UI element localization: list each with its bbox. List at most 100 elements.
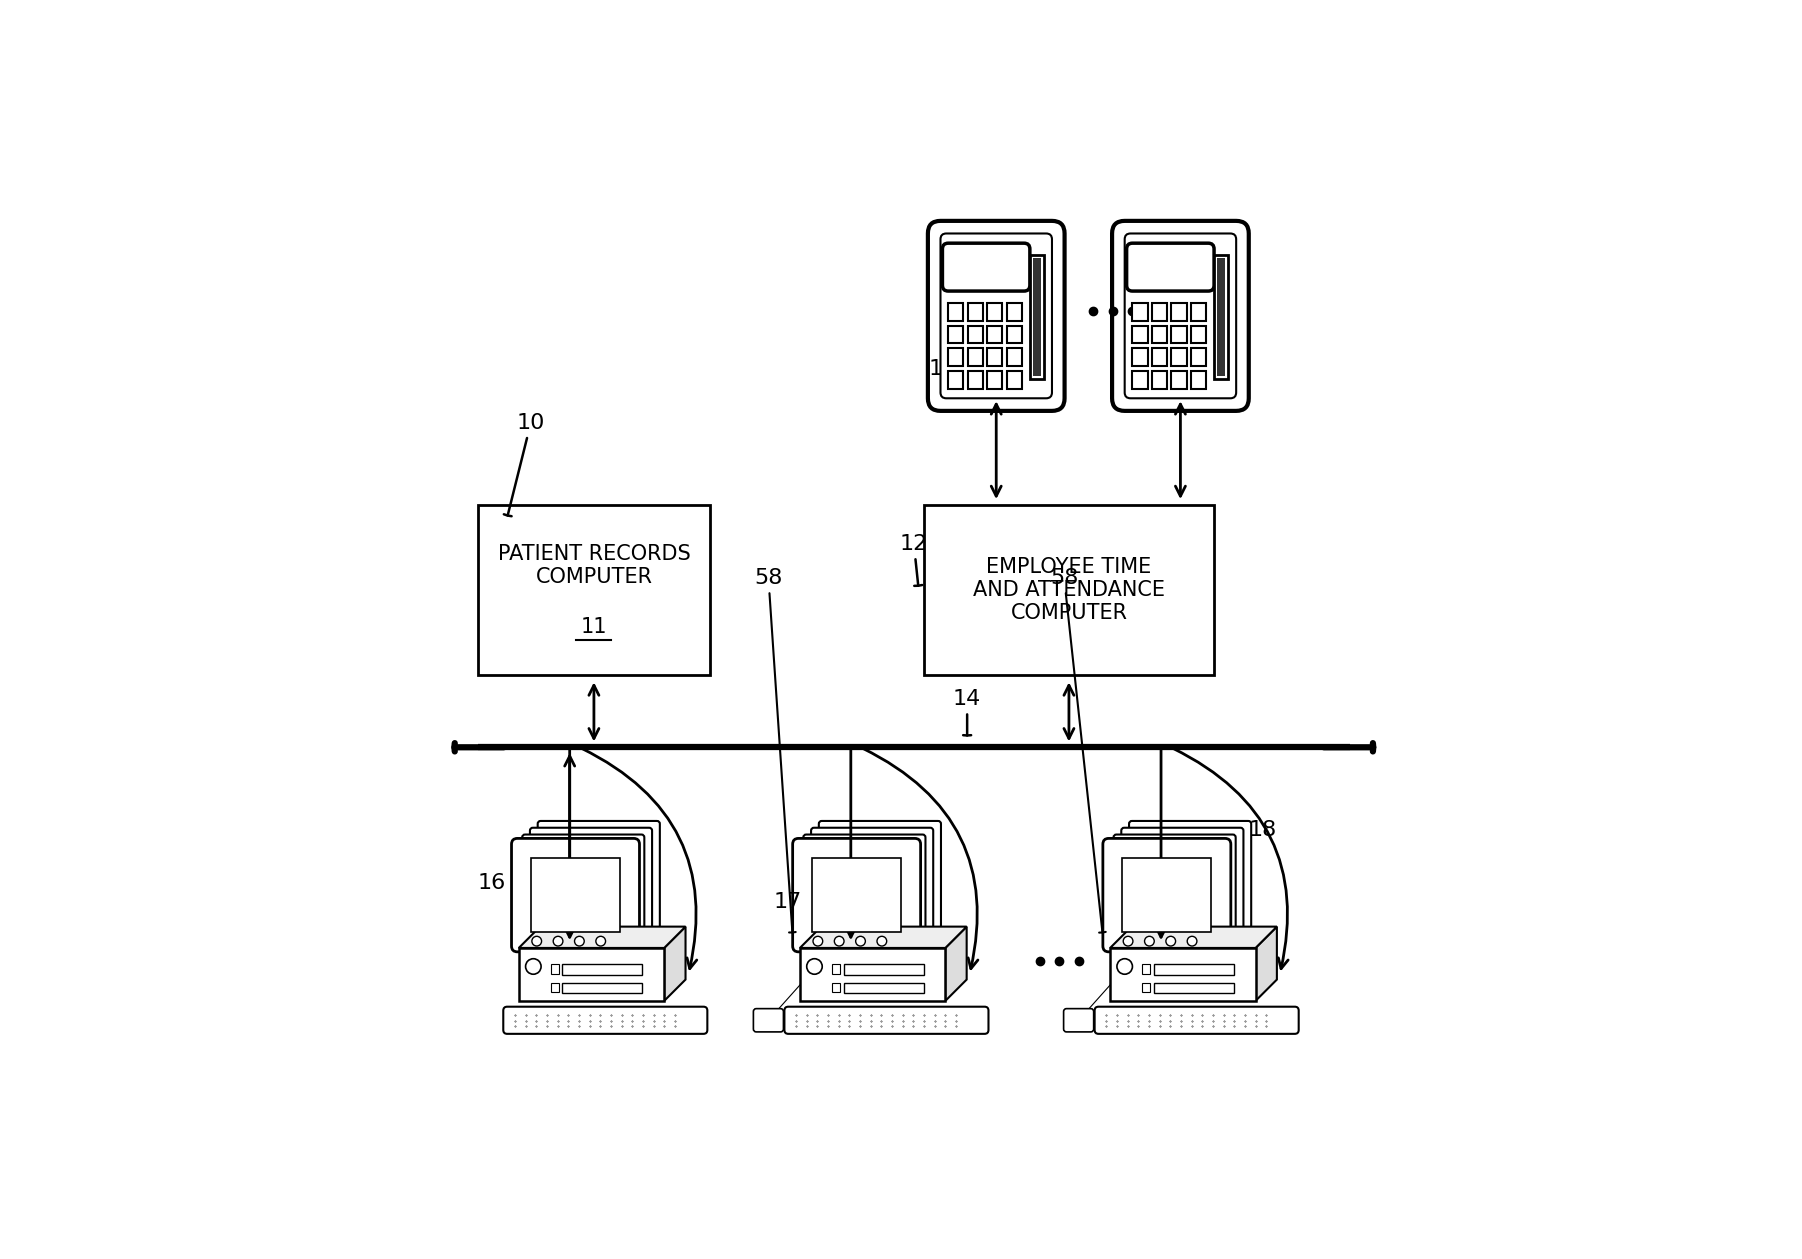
Bar (557, 946, 573, 958)
Circle shape (856, 937, 865, 946)
Bar (838, 946, 854, 958)
Bar (1151, 349, 1168, 366)
Bar (1191, 371, 1206, 389)
Bar (562, 964, 642, 974)
Text: 17: 17 (773, 893, 802, 913)
Polygon shape (1256, 927, 1278, 1001)
Bar (1191, 303, 1206, 321)
Bar (948, 303, 964, 321)
FancyBboxPatch shape (503, 1007, 708, 1034)
FancyBboxPatch shape (1126, 243, 1215, 291)
Bar (1148, 946, 1164, 958)
Text: 19: 19 (1123, 359, 1159, 389)
FancyBboxPatch shape (523, 835, 645, 942)
FancyBboxPatch shape (1121, 827, 1243, 935)
Circle shape (1117, 958, 1132, 974)
Circle shape (553, 937, 562, 946)
Bar (968, 326, 982, 344)
FancyBboxPatch shape (804, 835, 926, 942)
Bar (948, 371, 964, 389)
FancyBboxPatch shape (512, 838, 640, 952)
Circle shape (807, 958, 822, 974)
FancyBboxPatch shape (818, 821, 941, 929)
Bar (562, 983, 642, 993)
Circle shape (813, 937, 824, 946)
Circle shape (1166, 937, 1175, 946)
Bar (1151, 371, 1168, 389)
Circle shape (878, 937, 887, 946)
Bar (1007, 371, 1022, 389)
Circle shape (596, 937, 605, 946)
Polygon shape (665, 927, 685, 1001)
FancyBboxPatch shape (942, 243, 1031, 291)
Bar (1007, 349, 1022, 366)
Text: 58: 58 (755, 568, 796, 933)
Bar (1142, 964, 1150, 974)
Bar (1215, 254, 1229, 379)
Bar (1007, 326, 1022, 344)
FancyBboxPatch shape (537, 821, 660, 929)
Bar (1151, 303, 1168, 321)
Text: 11: 11 (580, 617, 607, 637)
Bar (1142, 983, 1150, 992)
FancyBboxPatch shape (532, 857, 620, 933)
FancyBboxPatch shape (1130, 821, 1251, 929)
Bar (478, 505, 710, 675)
Bar (948, 326, 964, 344)
Bar (1191, 349, 1206, 366)
Bar (833, 964, 840, 974)
Bar (987, 326, 1002, 344)
Polygon shape (800, 927, 966, 948)
Text: 10: 10 (505, 413, 544, 516)
FancyBboxPatch shape (784, 1007, 989, 1034)
Bar (987, 303, 1002, 321)
Bar (1132, 371, 1148, 389)
Polygon shape (1110, 927, 1278, 948)
FancyBboxPatch shape (1114, 835, 1236, 942)
FancyBboxPatch shape (793, 838, 921, 952)
Bar (987, 371, 1002, 389)
FancyBboxPatch shape (753, 1008, 784, 1032)
Text: 19: 19 (928, 359, 973, 389)
Bar (968, 349, 982, 366)
FancyBboxPatch shape (1094, 1007, 1299, 1034)
Bar (1132, 326, 1148, 344)
Bar (519, 948, 665, 1001)
Bar (1007, 303, 1022, 321)
Bar (1153, 983, 1234, 993)
Text: 12: 12 (899, 534, 928, 585)
Bar (1132, 349, 1148, 366)
Bar (968, 371, 982, 389)
Circle shape (526, 958, 541, 974)
Bar (551, 983, 559, 992)
Polygon shape (946, 927, 966, 1001)
Text: 16: 16 (478, 872, 506, 893)
Bar (1153, 964, 1234, 974)
Bar (1151, 326, 1168, 344)
Bar (1216, 258, 1225, 375)
Circle shape (532, 937, 542, 946)
Bar (1171, 326, 1188, 344)
Bar (843, 964, 924, 974)
FancyBboxPatch shape (813, 857, 901, 933)
Bar (948, 349, 964, 366)
Bar (1191, 326, 1206, 344)
FancyBboxPatch shape (811, 827, 933, 935)
FancyBboxPatch shape (1124, 233, 1236, 398)
Bar (1033, 258, 1042, 375)
Bar (833, 983, 840, 992)
Bar (1171, 371, 1188, 389)
FancyBboxPatch shape (928, 220, 1065, 410)
Bar (1110, 948, 1256, 1001)
Bar (924, 505, 1215, 675)
Bar (1029, 254, 1043, 379)
Text: PATIENT RECORDS
COMPUTER: PATIENT RECORDS COMPUTER (497, 544, 690, 587)
Circle shape (1144, 937, 1155, 946)
Text: EMPLOYEE TIME
AND ATTENDANCE
COMPUTER: EMPLOYEE TIME AND ATTENDANCE COMPUTER (973, 556, 1164, 623)
Circle shape (1188, 937, 1197, 946)
FancyBboxPatch shape (1123, 857, 1211, 933)
FancyBboxPatch shape (1112, 220, 1249, 410)
Bar (843, 983, 924, 993)
Text: 58: 58 (1051, 568, 1106, 933)
FancyBboxPatch shape (530, 827, 652, 935)
